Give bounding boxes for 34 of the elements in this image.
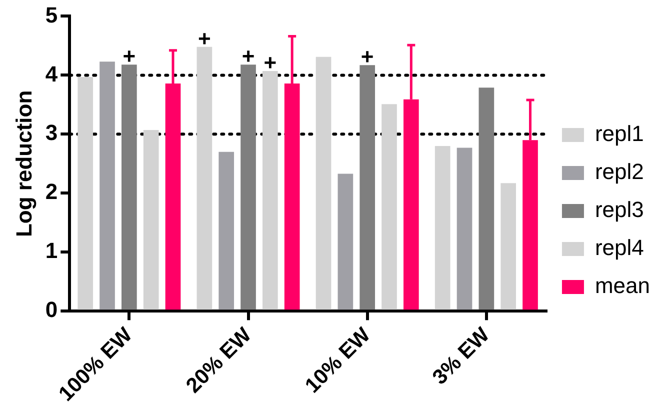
bar [456,148,472,310]
y-tick-label: 4 [45,61,58,86]
bar [434,146,450,310]
bar [240,64,256,310]
data-label: + [360,44,374,70]
bar [478,88,494,310]
bar [262,71,278,310]
legend-label: mean [594,273,650,298]
bar [338,174,354,310]
data-label: + [198,26,211,51]
bar [122,64,137,310]
y-tick-label: 2 [45,179,58,204]
y-axis-title: Log reduction [11,90,36,238]
bar [316,56,332,310]
y-tick-label: 5 [45,2,58,28]
data-label: + [242,44,255,69]
bar [78,76,94,310]
legend-label: repl2 [594,159,644,184]
bar [360,65,376,310]
x-tick-label: 3% EW [428,323,494,390]
bar [218,152,234,310]
data-label: + [122,44,136,69]
y-tick-label: 3 [45,120,58,146]
y-tick-label: 0 [45,297,58,322]
bar [382,104,397,310]
bar [143,130,159,310]
legend-label: repl1 [594,121,644,146]
legend-label: repl3 [594,197,644,222]
bar [196,46,212,310]
bar [500,183,516,310]
bar [100,62,115,310]
y-tick-label: 1 [45,238,58,264]
data-label: + [264,50,277,76]
legend-label: repl4 [594,235,644,260]
